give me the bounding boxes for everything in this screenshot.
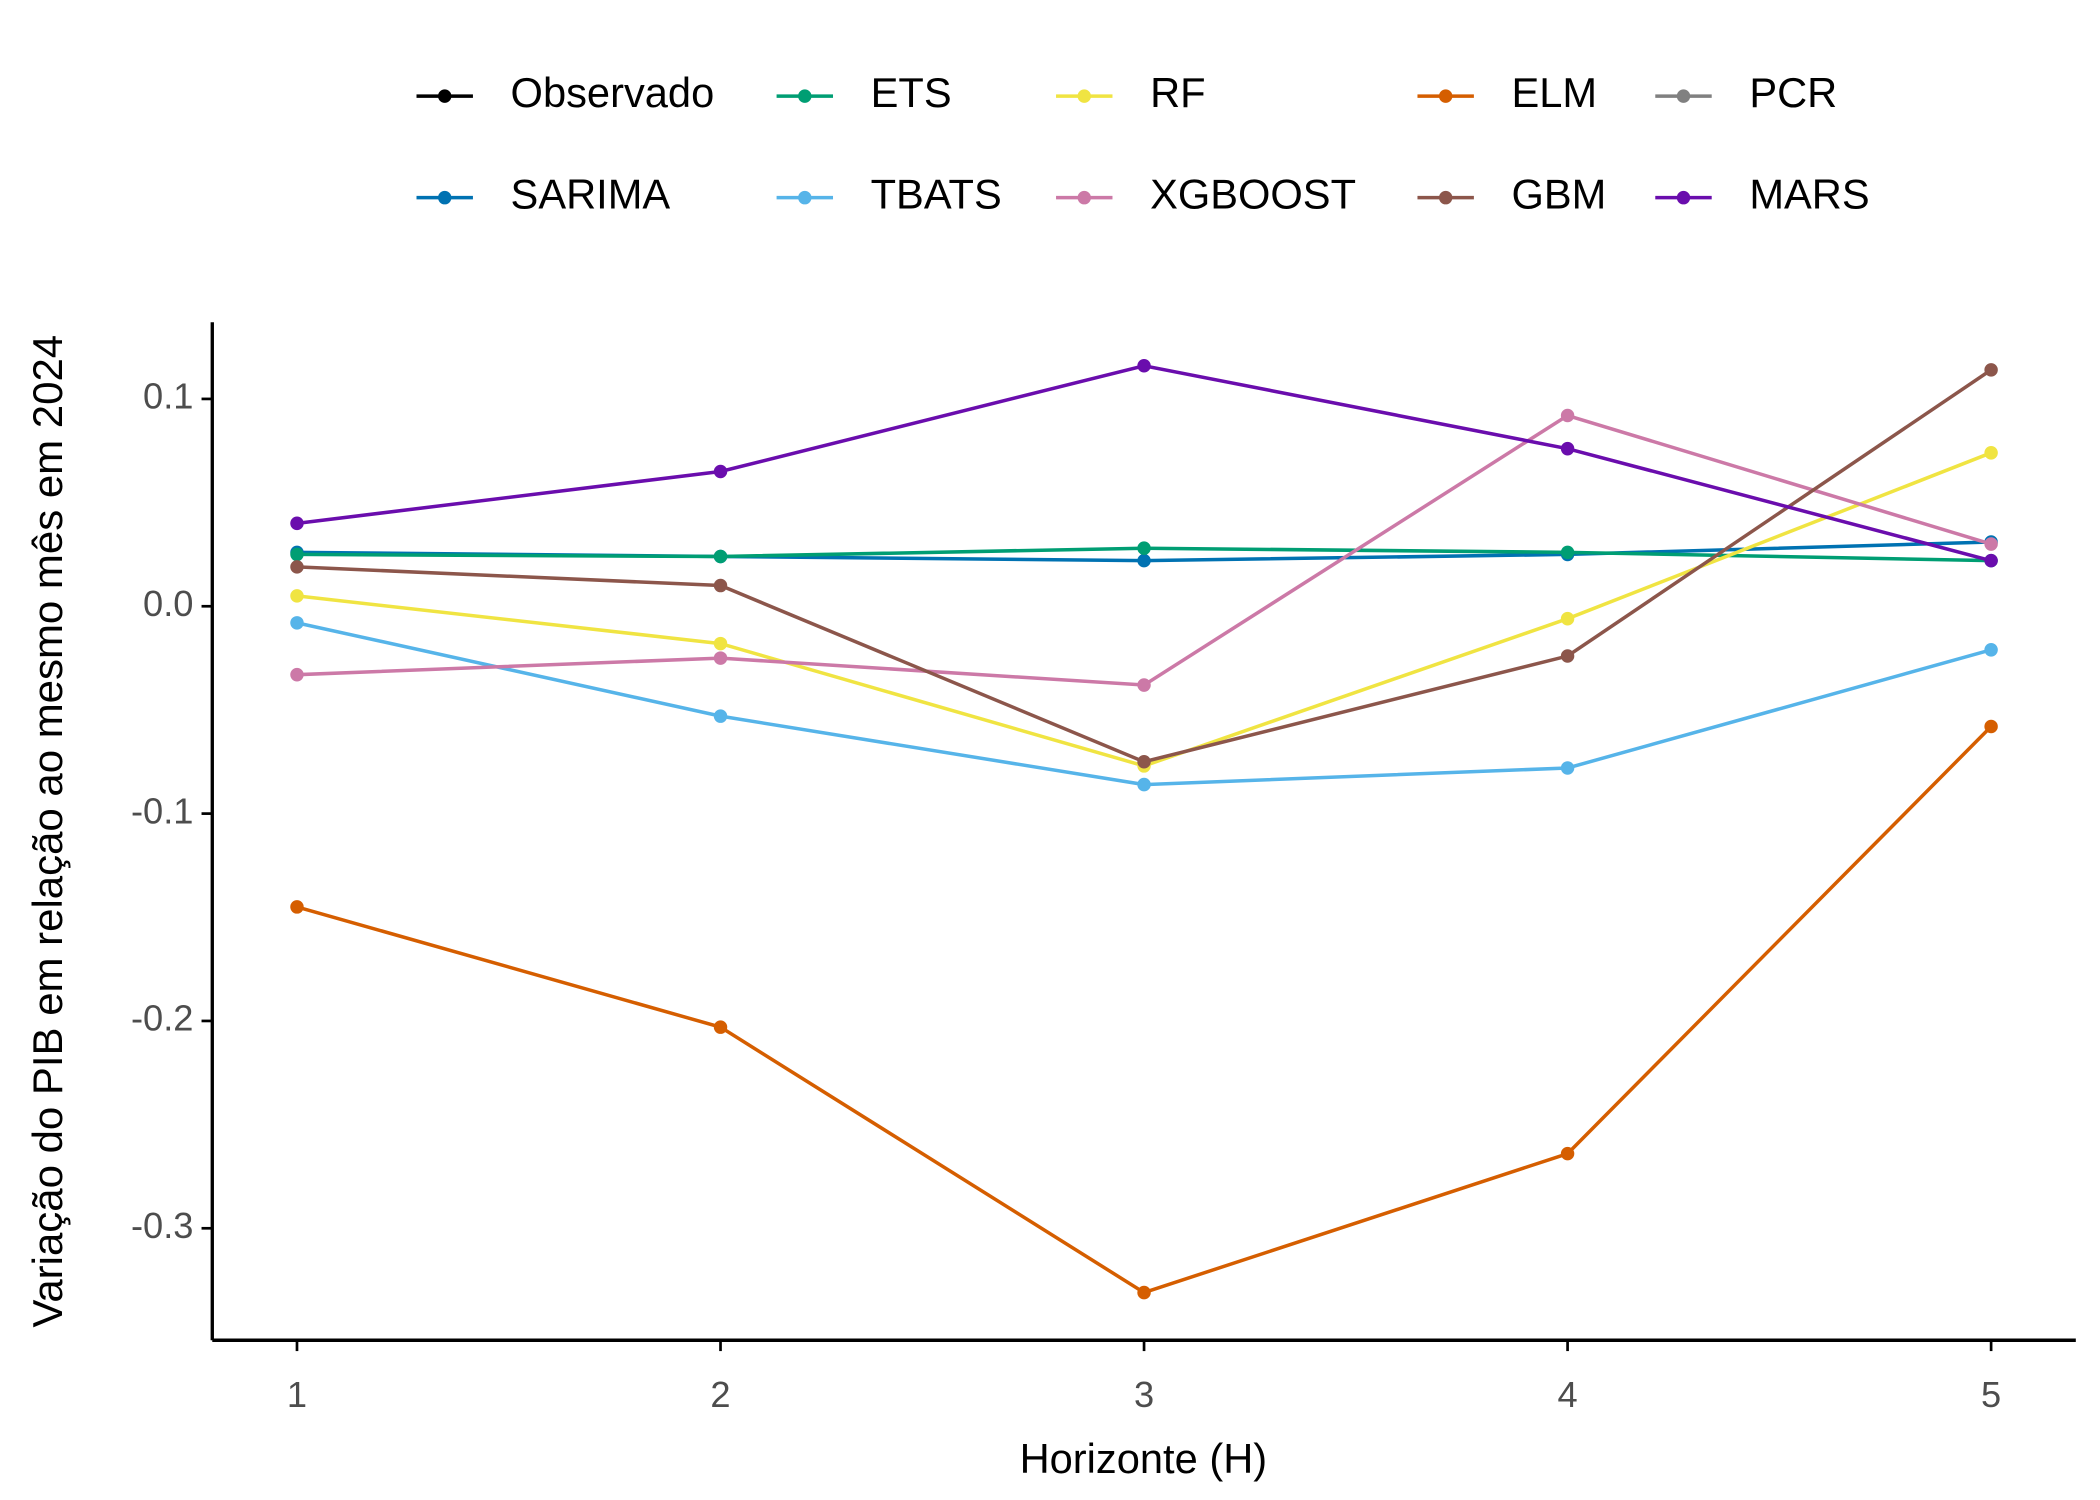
data-point [290,616,304,630]
legend-key-point [1077,89,1091,103]
data-point [1560,408,1575,423]
legend-text: ETS [871,69,952,116]
legend-key-point [1077,190,1091,205]
data-point [1137,777,1151,792]
y-tick-label: -0.1 [131,790,193,831]
data-point [713,651,728,665]
y-tick-label: 0.0 [143,583,193,624]
data-point [713,1020,728,1034]
legend-key-point [1438,89,1453,103]
legend-text: PCR [1749,69,1837,116]
legend-text: SARIMA [511,171,671,218]
legend-text: XGBOOST [1150,171,1356,218]
x-tick-label: 5 [1981,1374,2001,1415]
y-tick-label: 0.1 [143,375,193,416]
data-point [1137,553,1151,568]
legend-text: MARS [1749,171,1869,218]
data-point [290,547,304,562]
legend-text: RF [1150,69,1206,116]
data-point [713,578,728,593]
data-point [290,589,304,603]
data-point [1137,678,1151,692]
y-tick-label: -0.3 [131,1205,193,1246]
data-point [713,549,728,564]
y-tick-label: -0.2 [131,997,193,1038]
data-point [1560,611,1575,626]
legend-text: GBM [1512,171,1607,218]
data-point [290,516,304,531]
data-point [1137,1285,1151,1300]
data-point [1984,363,1998,377]
data-point [290,667,304,682]
x-tick-label: 2 [710,1374,730,1415]
data-point [1984,719,1998,734]
data-point [713,636,728,651]
x-tick-label: 4 [1557,1374,1577,1415]
data-point [290,560,304,574]
data-point [290,900,304,914]
legend-key-point [798,89,812,103]
data-point [1984,537,1998,551]
legend-text: TBATS [871,171,1002,218]
legend-text: Observado [511,69,715,116]
legend-key-point [438,190,452,205]
data-point [1560,761,1575,775]
data-point [1984,553,1998,568]
data-point [1137,754,1151,769]
legend-key-point [1438,190,1453,205]
data-point [1137,541,1151,555]
legend-key-point [1676,190,1691,205]
x-tick-label: 3 [1134,1374,1154,1415]
x-axis-title: Horizonte (H) [1020,1435,1268,1482]
legend-key-point [438,89,452,103]
data-point [1560,649,1575,663]
legend-text: ELM [1512,69,1598,116]
legend-key-point [798,190,812,205]
data-point [1984,643,1998,657]
data-point [1560,1146,1575,1161]
legend-key-point [1676,89,1691,103]
data-point [1560,441,1575,456]
y-axis-title: Variação do PIB em relação ao mesmo mês … [24,335,71,1328]
data-point [1137,358,1151,373]
x-tick-label: 1 [287,1374,307,1415]
data-point [1560,545,1575,560]
data-point [713,464,728,479]
data-point [1984,446,1998,460]
data-point [713,709,728,723]
